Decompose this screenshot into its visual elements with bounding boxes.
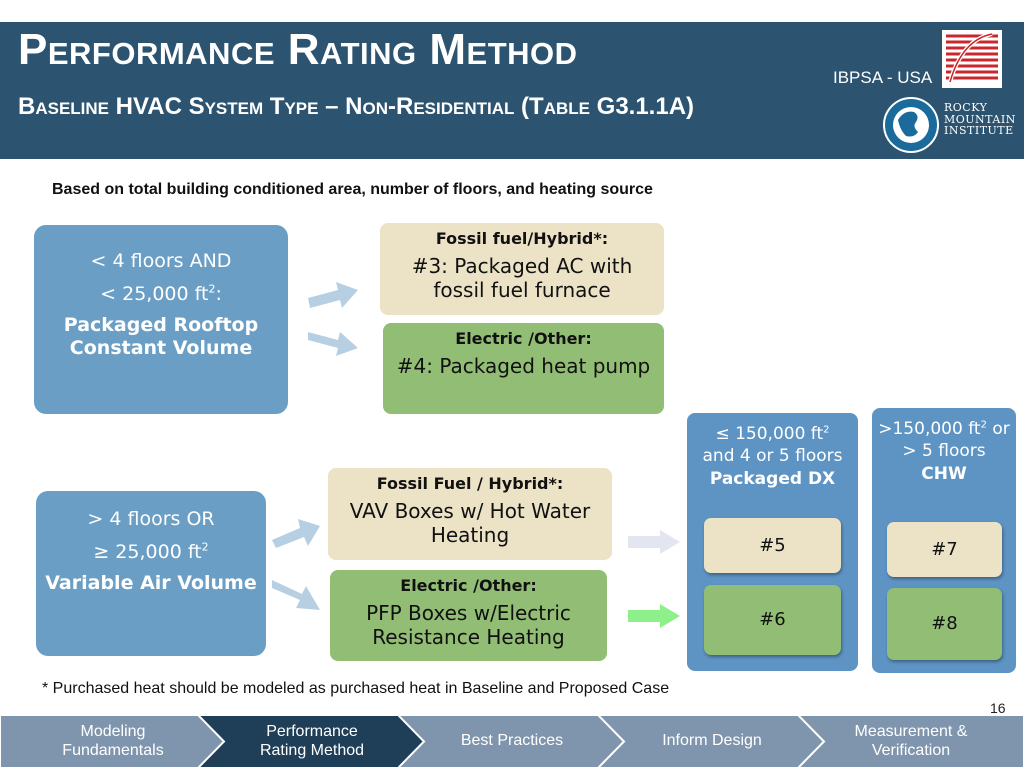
chw-criteria: >150,000 ft2 or > 5 floors	[878, 419, 1010, 462]
nav-label: Performance Rating Method	[259, 723, 365, 759]
nav-label: Inform Design	[662, 732, 762, 750]
small-electric-heading: Electric /Other:	[455, 329, 592, 348]
dx-criteria: ≤ 150,000 ft2 and 4 or 5 floors	[702, 424, 843, 467]
rmi-logo: ROCKY MOUNTAIN INSTITUTE	[882, 96, 1015, 154]
slide-subtitle: Baseline HVAC System Type – Non-Resident…	[18, 93, 695, 120]
nav-label: Modeling Fundamentals	[62, 723, 164, 759]
large-building-condition-box: > 4 floors OR ≥ 25,000 ft2 Variable Air …	[36, 491, 266, 656]
rmi-logo-word-2: MOUNTAIN	[944, 112, 1016, 126]
large-fossil-heading: Fossil Fuel / Hybrid*:	[376, 474, 564, 493]
arrow-down-right-icon	[308, 332, 358, 356]
ibpsa-logo	[942, 30, 1002, 88]
large-fossil-body: VAV Boxes w/ Hot Water Heating	[349, 499, 591, 547]
small-building-condition-box: < 4 floors AND < 25,000 ft2: Packaged Ro…	[34, 225, 288, 414]
system-7-box: #7	[887, 522, 1002, 577]
page-number: 16	[990, 700, 1006, 716]
slide-title: Performance Rating Method	[18, 25, 578, 74]
rmi-logo-word-1: ROCKY	[944, 101, 988, 114]
arrow-right-icon	[628, 604, 680, 628]
large-condition-line-1: > 4 floors OR	[87, 508, 215, 530]
nav-label: Measurement & Verification	[854, 723, 968, 759]
section-nav-bar: Modeling Fundamentals Performance Rating M…	[0, 715, 1024, 768]
small-fossil-body: #3: Packaged AC with fossil fuel furnace	[411, 254, 633, 302]
rmi-logo-word-3: INSTITUTE	[944, 124, 1014, 138]
nav-inform-design[interactable]: Inform Design	[598, 715, 826, 768]
system-5-box: #5	[704, 518, 841, 573]
system-8-box: #8	[887, 588, 1002, 660]
arrow-up-right-icon	[308, 282, 358, 308]
large-system-type: Variable Air Volume	[45, 571, 257, 594]
small-electric-body: #4: Packaged heat pump	[396, 354, 651, 378]
large-electric-heading: Electric /Other:	[400, 576, 537, 595]
nav-label: Best Practices	[460, 732, 564, 750]
small-condition-line-2: < 25,000 ft2:	[100, 282, 222, 306]
small-system-type: Packaged Rooftop Constant Volume	[63, 313, 259, 360]
nav-modeling-fundamentals[interactable]: Modeling Fundamentals	[0, 715, 226, 768]
large-electric-option: Electric /Other: PFP Boxes w/Electric Re…	[330, 570, 607, 661]
footnote: * Purchased heat should be modeled as pu…	[42, 680, 670, 697]
large-condition-line-2: ≥ 25,000 ft2	[93, 540, 209, 564]
dx-system-label: Packaged DX	[709, 469, 836, 490]
ibpsa-label: IBPSA - USA	[833, 68, 933, 87]
nav-best-practices[interactable]: Best Practices	[398, 715, 626, 768]
small-condition-line-1: < 4 floors AND	[90, 250, 232, 272]
system-6-box: #6	[704, 585, 841, 655]
nav-performance-rating-method[interactable]: Performance Rating Method	[198, 715, 426, 768]
nav-measurement-verification[interactable]: Measurement & Verification	[798, 715, 1024, 768]
large-fossil-option: Fossil Fuel / Hybrid*: VAV Boxes w/ Hot …	[328, 468, 612, 560]
arrow-up-right-icon	[272, 519, 320, 548]
header-banner	[0, 22, 1024, 159]
arrow-right-icon	[628, 530, 680, 554]
large-electric-body: PFP Boxes w/Electric Resistance Heating	[366, 601, 571, 649]
small-fossil-heading: Fossil fuel/Hybrid*:	[435, 229, 609, 248]
small-electric-option: Electric /Other: #4: Packaged heat pump	[383, 323, 664, 414]
arrow-down-right-icon	[272, 580, 320, 610]
chw-system-label: CHW	[921, 464, 967, 485]
small-fossil-option: Fossil fuel/Hybrid*: #3: Packaged AC wit…	[380, 223, 664, 315]
intro-text: Based on total building conditioned area…	[52, 181, 653, 198]
